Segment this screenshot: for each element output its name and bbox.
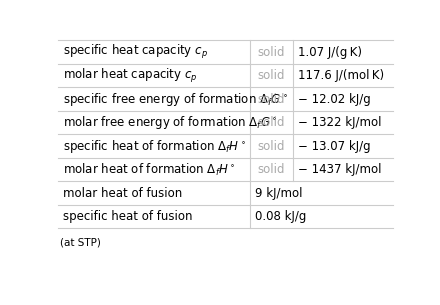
Text: 117.6 J/(mol K): 117.6 J/(mol K) [297,69,384,82]
Text: solid: solid [258,140,286,152]
Text: molar heat of formation $\Delta_f H^\circ$: molar heat of formation $\Delta_f H^\cir… [63,162,235,178]
Text: specific heat capacity $c_p$: specific heat capacity $c_p$ [63,43,208,61]
Text: solid: solid [258,69,286,82]
Text: specific heat of formation $\Delta_f H^\circ$: specific heat of formation $\Delta_f H^\… [63,138,246,155]
Text: − 1437 kJ/mol: − 1437 kJ/mol [297,163,381,176]
Text: − 13.07 kJ/g: − 13.07 kJ/g [297,140,370,152]
Text: − 1322 kJ/mol: − 1322 kJ/mol [297,116,381,129]
Text: − 12.02 kJ/g: − 12.02 kJ/g [297,93,370,106]
Text: solid: solid [258,116,286,129]
Text: 0.08 kJ/g: 0.08 kJ/g [255,210,306,223]
Text: solid: solid [258,46,286,59]
Text: solid: solid [258,163,286,176]
Text: solid: solid [258,93,286,106]
Text: 1.07 J/(g K): 1.07 J/(g K) [297,46,362,59]
Text: specific heat of fusion: specific heat of fusion [63,210,192,223]
Text: molar heat capacity $c_p$: molar heat capacity $c_p$ [63,67,197,85]
Text: specific free energy of formation $\Delta_f G^\circ$: specific free energy of formation $\Delt… [63,91,288,108]
Text: molar free energy of formation $\Delta_f G^\circ$: molar free energy of formation $\Delta_f… [63,114,277,131]
Text: molar heat of fusion: molar heat of fusion [63,187,182,199]
Text: (at STP): (at STP) [60,237,100,247]
Text: 9 kJ/mol: 9 kJ/mol [255,187,302,199]
